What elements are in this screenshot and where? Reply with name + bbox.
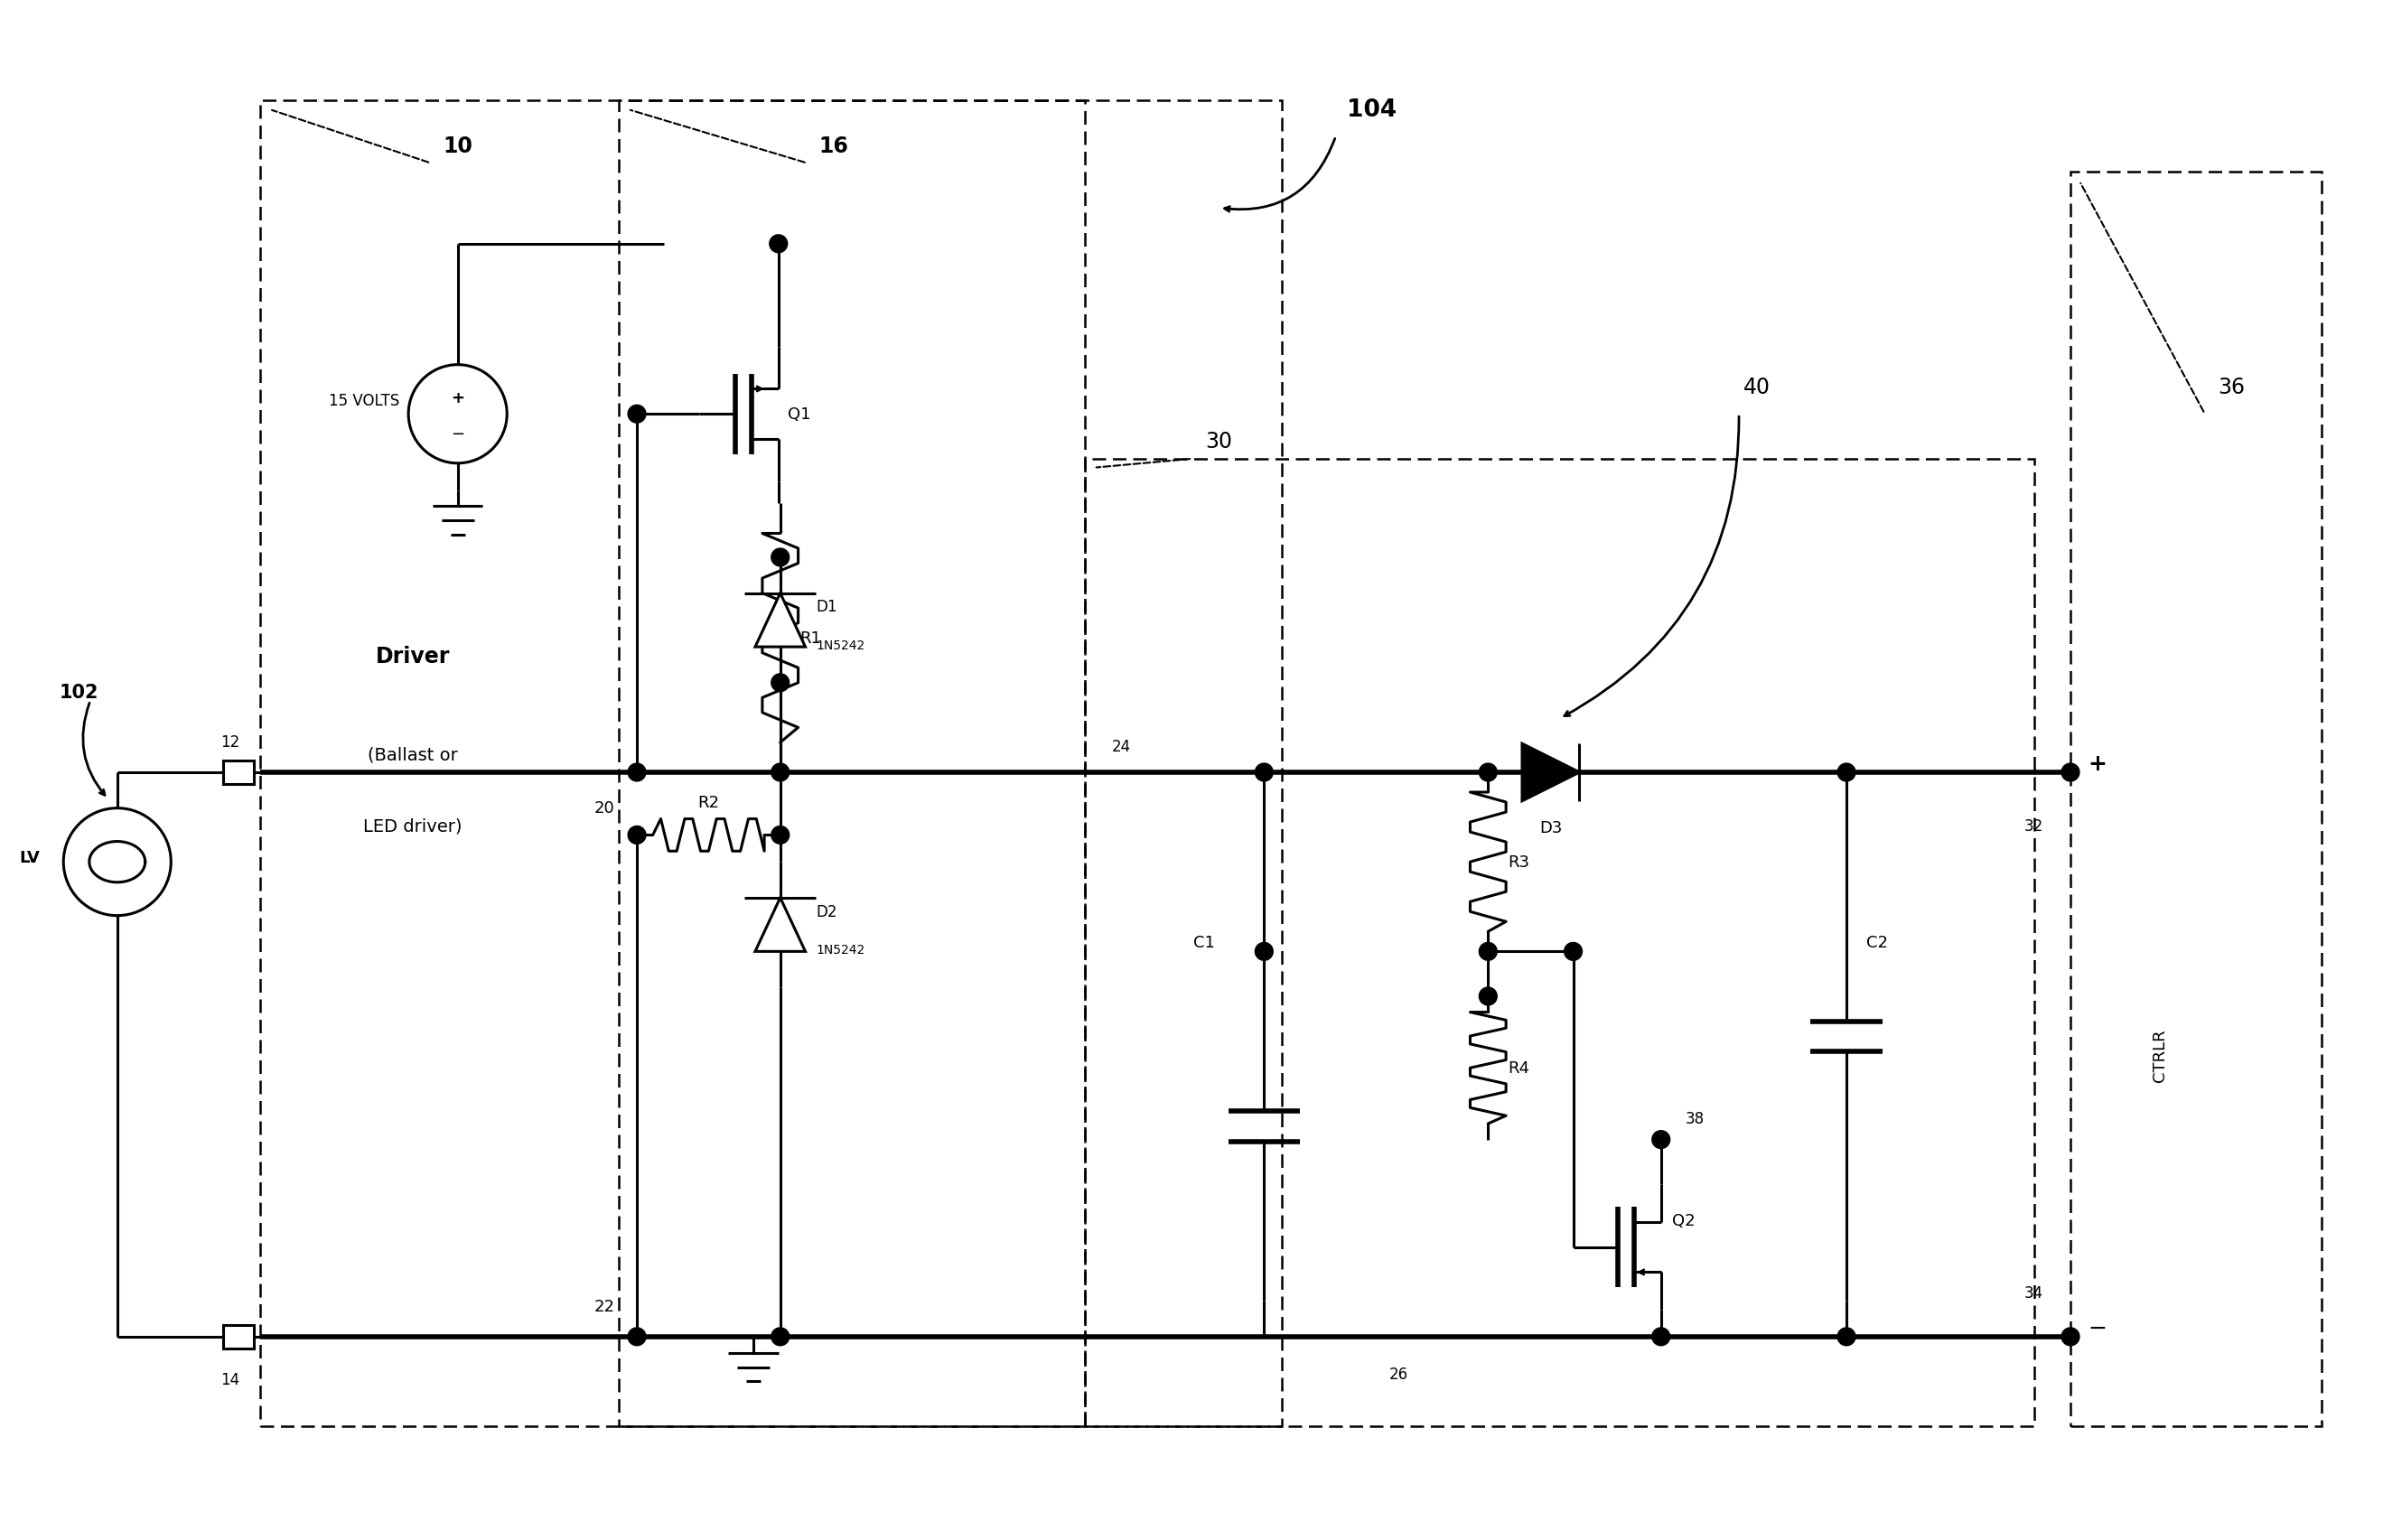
Circle shape bbox=[629, 764, 646, 782]
Circle shape bbox=[1837, 1327, 1856, 1346]
Text: 38: 38 bbox=[1685, 1110, 1704, 1126]
Circle shape bbox=[772, 1327, 789, 1346]
Circle shape bbox=[1563, 942, 1582, 961]
Text: R1: R1 bbox=[801, 630, 822, 647]
Text: 24: 24 bbox=[1113, 739, 1132, 755]
Text: D2: D2 bbox=[815, 904, 836, 919]
Text: C1: C1 bbox=[1194, 935, 1215, 950]
Circle shape bbox=[2061, 1327, 2080, 1346]
Circle shape bbox=[1837, 764, 1856, 782]
Text: 104: 104 bbox=[1346, 99, 1396, 122]
Text: −: − bbox=[450, 427, 465, 442]
Text: Driver: Driver bbox=[377, 645, 450, 667]
Circle shape bbox=[772, 764, 789, 782]
Circle shape bbox=[1480, 987, 1497, 1006]
Circle shape bbox=[772, 827, 789, 844]
Text: 14: 14 bbox=[219, 1371, 238, 1388]
Circle shape bbox=[1651, 1130, 1670, 1149]
Bar bbox=[2071, 172, 2321, 1426]
Polygon shape bbox=[755, 898, 805, 952]
Text: C2: C2 bbox=[1866, 935, 1887, 950]
Text: +: + bbox=[450, 390, 465, 407]
Circle shape bbox=[629, 827, 646, 844]
Text: R3: R3 bbox=[1508, 855, 1530, 870]
Text: 36: 36 bbox=[2219, 377, 2245, 399]
Circle shape bbox=[1480, 942, 1497, 961]
Text: 30: 30 bbox=[1206, 431, 1232, 453]
Text: −: − bbox=[2088, 1317, 2107, 1338]
Text: 22: 22 bbox=[593, 1298, 615, 1314]
Circle shape bbox=[1651, 1327, 1670, 1346]
Text: Q2: Q2 bbox=[1673, 1212, 1694, 1229]
Text: R2: R2 bbox=[698, 795, 720, 810]
Text: D3: D3 bbox=[1539, 819, 1563, 836]
Circle shape bbox=[1256, 942, 1273, 961]
Circle shape bbox=[629, 1327, 646, 1346]
Text: 12: 12 bbox=[219, 735, 238, 750]
Circle shape bbox=[1256, 764, 1273, 782]
Polygon shape bbox=[755, 593, 805, 647]
Circle shape bbox=[772, 548, 789, 567]
Text: 20: 20 bbox=[593, 799, 615, 816]
Text: R4: R4 bbox=[1508, 1060, 1530, 1076]
Circle shape bbox=[2061, 764, 2080, 782]
Text: 16: 16 bbox=[820, 136, 848, 157]
Text: 102: 102 bbox=[60, 684, 98, 701]
Text: +: + bbox=[2088, 753, 2107, 775]
Circle shape bbox=[772, 675, 789, 691]
Text: 10: 10 bbox=[443, 136, 472, 157]
Text: 26: 26 bbox=[1389, 1366, 1408, 1381]
Bar bbox=[1084, 459, 2035, 1426]
Bar bbox=[620, 102, 1084, 1426]
Polygon shape bbox=[1523, 744, 1580, 801]
Circle shape bbox=[1480, 764, 1497, 782]
Text: 1N5242: 1N5242 bbox=[815, 639, 865, 651]
Text: LV: LV bbox=[19, 850, 41, 865]
Text: D1: D1 bbox=[815, 599, 836, 614]
Text: 32: 32 bbox=[2026, 818, 2045, 833]
Text: Q1: Q1 bbox=[786, 407, 810, 422]
Bar bbox=[260, 102, 1282, 1426]
Text: 34: 34 bbox=[2026, 1284, 2045, 1301]
Text: 15 VOLTS: 15 VOLTS bbox=[329, 393, 400, 410]
Text: 40: 40 bbox=[1744, 377, 1771, 399]
Text: 1N5242: 1N5242 bbox=[815, 944, 865, 956]
Circle shape bbox=[629, 405, 646, 424]
Circle shape bbox=[770, 236, 786, 254]
Text: LED driver): LED driver) bbox=[365, 818, 462, 835]
Bar bbox=[224, 761, 253, 784]
Text: CTRLR: CTRLR bbox=[2152, 1029, 2169, 1081]
Text: (Ballast or: (Ballast or bbox=[367, 747, 458, 764]
Bar bbox=[224, 1324, 253, 1349]
